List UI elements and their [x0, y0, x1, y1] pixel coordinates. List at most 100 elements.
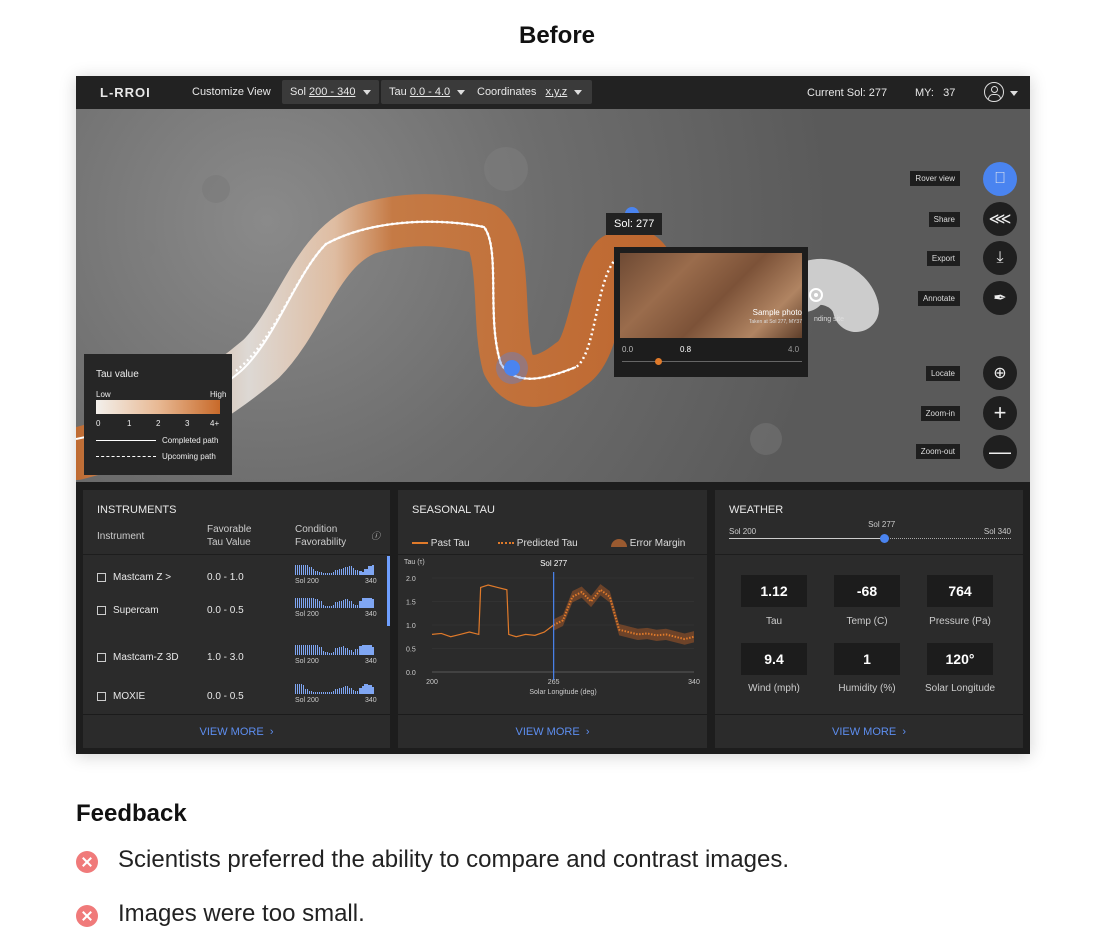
sparkline-bar	[312, 598, 315, 608]
sparkline-bar	[295, 684, 297, 694]
sample-photo[interactable]	[620, 253, 802, 338]
slider-min: 0.0	[622, 345, 634, 354]
share-icon: ⋘	[988, 211, 1012, 228]
rover-position-marker[interactable]	[504, 360, 520, 376]
scrollbar[interactable]	[387, 556, 390, 626]
sparkline-bar	[296, 565, 299, 575]
instrument-name: Mastcam-Z 3D	[113, 652, 179, 663]
instrument-checkbox[interactable]	[97, 692, 106, 701]
top-bar: L-RROI Customize View Sol 200 - 340 Tau …	[76, 76, 1030, 109]
instruments-view-more[interactable]: VIEW MORE ›	[83, 714, 390, 748]
sparkline-bar	[354, 605, 356, 608]
sparkline-bar	[306, 645, 309, 655]
sparkline-bar	[318, 572, 320, 575]
sparkline-bar	[352, 690, 354, 694]
instrument-row[interactable]: Supercam 0.0 - 0.5 Sol 200 340	[97, 598, 377, 643]
sol-range-dropdown[interactable]: Sol 200 - 340	[282, 80, 379, 104]
seasonal-tau-chart[interactable]: Tau (τ) 0.0 0.5 1.0 1.5 2.0 200 265 340 Solar Lon…	[398, 556, 707, 714]
sparkline-bar	[304, 598, 307, 608]
zoom-in-icon: +	[993, 400, 1007, 425]
landing-site-dot	[814, 293, 818, 297]
zoom-out-button[interactable]: —	[983, 435, 1017, 469]
completed-line-swatch	[96, 440, 156, 441]
weather-panel: WEATHER Sol 200 Sol 277 Sol 340 1.12 Tau -…	[715, 490, 1023, 748]
weather-slider-fill	[729, 538, 885, 539]
chevron-right-icon: ›	[902, 726, 906, 738]
user-avatar-icon[interactable]	[984, 82, 1004, 102]
sparkline-bar	[310, 691, 313, 694]
sparkline-bar	[320, 572, 322, 575]
predicted-tau-swatch	[498, 542, 514, 545]
weather-view-more[interactable]: VIEW MORE ›	[715, 714, 1023, 748]
sparkline-start: Sol 200	[295, 611, 319, 618]
zoom-out-icon: —	[989, 439, 1011, 464]
y-tick-label: 2.0	[406, 576, 416, 583]
locate-button[interactable]: ⊕	[983, 356, 1017, 390]
photo-subcaption: Taken at Sol 277, MY37	[748, 319, 802, 325]
sparkline-bar	[362, 645, 364, 655]
info-icon[interactable]: ⓘ	[371, 531, 381, 541]
sparkline-bar	[295, 565, 297, 575]
sol-range-value: 200 - 340	[308, 86, 356, 98]
sparkline-bar	[332, 572, 334, 575]
slider-max: 4.0	[788, 345, 800, 354]
zoom-in-button[interactable]: +	[983, 396, 1017, 430]
instrument-row[interactable]: Mastcam Z > 0.0 - 1.0 Sol 200 340	[97, 565, 377, 610]
sparkline-bar	[308, 645, 311, 655]
sparkline-bar	[352, 568, 354, 575]
sparkline-end: 340	[365, 578, 377, 585]
tau-slider-track[interactable]	[622, 361, 802, 362]
sparkline-bar	[334, 648, 336, 655]
coordinates-dropdown[interactable]: Coordinates x,y,z	[469, 80, 592, 104]
slider-value: 0.8	[680, 345, 692, 354]
sparkline-bar	[370, 685, 372, 694]
upcoming-line-swatch	[96, 456, 156, 457]
chevron-down-icon	[457, 89, 466, 95]
sparkline-bar	[310, 645, 313, 655]
landing-site-icon[interactable]	[809, 288, 823, 302]
weather-slider-thumb[interactable]	[879, 534, 889, 543]
sparkline-bar	[330, 606, 332, 608]
sparkline-bar	[298, 565, 301, 575]
tau-slider-thumb[interactable]	[654, 358, 662, 365]
sparkline-bar	[306, 565, 309, 575]
instrument-tau-range: 0.0 - 1.0	[207, 572, 244, 583]
current-sol-value: 277	[868, 87, 888, 99]
instrument-checkbox[interactable]	[97, 573, 106, 582]
sparkline-bar	[302, 685, 305, 694]
chevron-down-icon[interactable]	[1010, 91, 1018, 96]
sparkline-bar	[314, 571, 317, 575]
export-button[interactable]: ⤓	[983, 241, 1017, 275]
legend-tick: 1	[127, 419, 132, 428]
sample-photo-card[interactable]: Sample photo Taken at Sol 277, MY37 0.0 …	[614, 247, 808, 377]
sparkline-bar	[334, 602, 336, 608]
weather-metric-value: 1.12	[741, 575, 807, 607]
photo-caption: Sample photo	[752, 308, 802, 317]
sparkline-bar	[340, 647, 342, 655]
instrument-tau-range: 0.0 - 0.5	[207, 691, 244, 702]
sparkline-bar	[346, 567, 348, 575]
error-margin-swatch	[611, 539, 627, 548]
sparkline-bar	[356, 649, 358, 655]
sparkline-bar	[330, 653, 332, 655]
annotate-button[interactable]: ✒	[983, 281, 1017, 315]
favorability-sparkline	[295, 683, 381, 695]
sparkline-bar	[364, 569, 366, 575]
instrument-row[interactable]: Mastcam-Z 3D 1.0 - 3.0 Sol 200 340	[97, 645, 377, 690]
seasonal-view-more[interactable]: VIEW MORE ›	[398, 714, 707, 748]
col-cond-line2: Favorability	[295, 537, 347, 548]
instrument-checkbox[interactable]	[97, 653, 106, 662]
share-button[interactable]: ⋘	[983, 202, 1017, 236]
error-icon	[76, 851, 98, 873]
instrument-checkbox[interactable]	[97, 606, 106, 615]
rover-view-button[interactable]: ⎕	[983, 162, 1017, 196]
sparkline-bar	[356, 691, 358, 694]
app-logo: L-RROI	[100, 85, 151, 100]
tau-range-dropdown[interactable]: Tau 0.0 - 4.0	[381, 80, 474, 104]
instrument-row[interactable]: MOXIE 0.0 - 0.5 Sol 200 340	[97, 684, 377, 729]
sparkline-bar	[316, 571, 319, 575]
weather-metric-label: Temp (C)	[846, 616, 888, 627]
sparkline-bar	[350, 601, 352, 608]
mars-map[interactable]: Tau value Low High 0 1 2 3 4+ Completed …	[76, 109, 1030, 482]
rover-view-icon: ⎕	[995, 170, 1005, 187]
